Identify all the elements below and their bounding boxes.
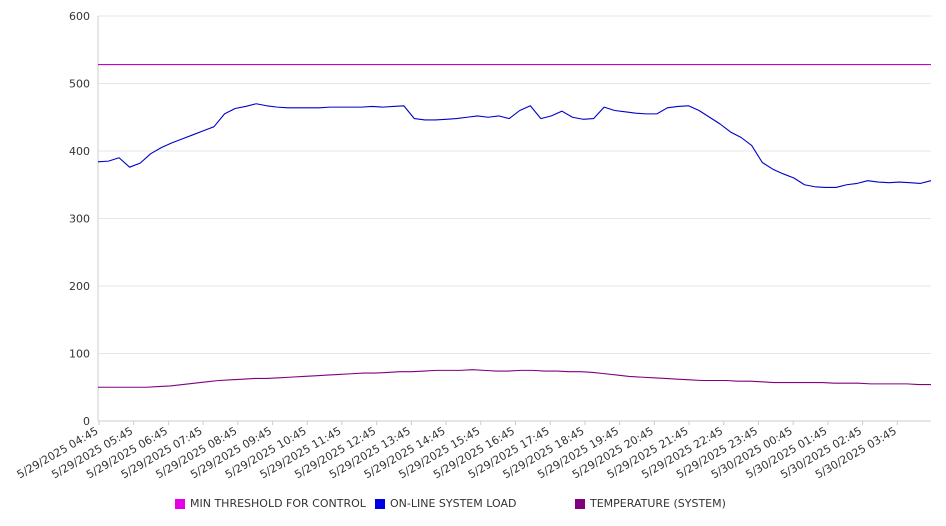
grid-lines [98, 15, 931, 354]
y-tick-label: 400 [69, 145, 90, 158]
x-axis-ticks: 5/29/2025 04:455/29/2025 05:455/29/2025 … [15, 421, 899, 481]
legend-swatch-temperature [575, 498, 585, 509]
legend: MIN THRESHOLD FOR CONTROL ON-LINE SYSTEM… [0, 497, 946, 517]
legend-label-temperature: TEMPERATURE (SYSTEM) [590, 497, 726, 510]
legend-label-system-load: ON-LINE SYSTEM LOAD [390, 497, 517, 510]
y-tick-label: 300 [69, 213, 90, 226]
legend-item-min-threshold[interactable]: MIN THRESHOLD FOR CONTROL [175, 497, 366, 510]
y-tick-label: 0 [83, 415, 90, 428]
axes [97, 16, 931, 422]
y-tick-label: 100 [69, 348, 90, 361]
legend-item-system-load[interactable]: ON-LINE SYSTEM LOAD [375, 497, 516, 510]
series-lines [97, 64, 932, 388]
legend-label-min-threshold: MIN THRESHOLD FOR CONTROL [190, 497, 366, 510]
y-tick-label: 500 [69, 78, 90, 91]
y-tick-label: 200 [69, 280, 90, 293]
series-line-temperature-system [98, 369, 931, 388]
y-tick-label: 600 [69, 10, 90, 23]
legend-item-temperature[interactable]: TEMPERATURE (SYSTEM) [575, 497, 726, 510]
y-axis-ticks: 0 100 200 300 400 500 600 [69, 10, 90, 428]
legend-swatch-min-threshold [175, 498, 185, 509]
legend-swatch-system-load [375, 498, 385, 509]
series-line-on-line-system-load [97, 103, 932, 188]
